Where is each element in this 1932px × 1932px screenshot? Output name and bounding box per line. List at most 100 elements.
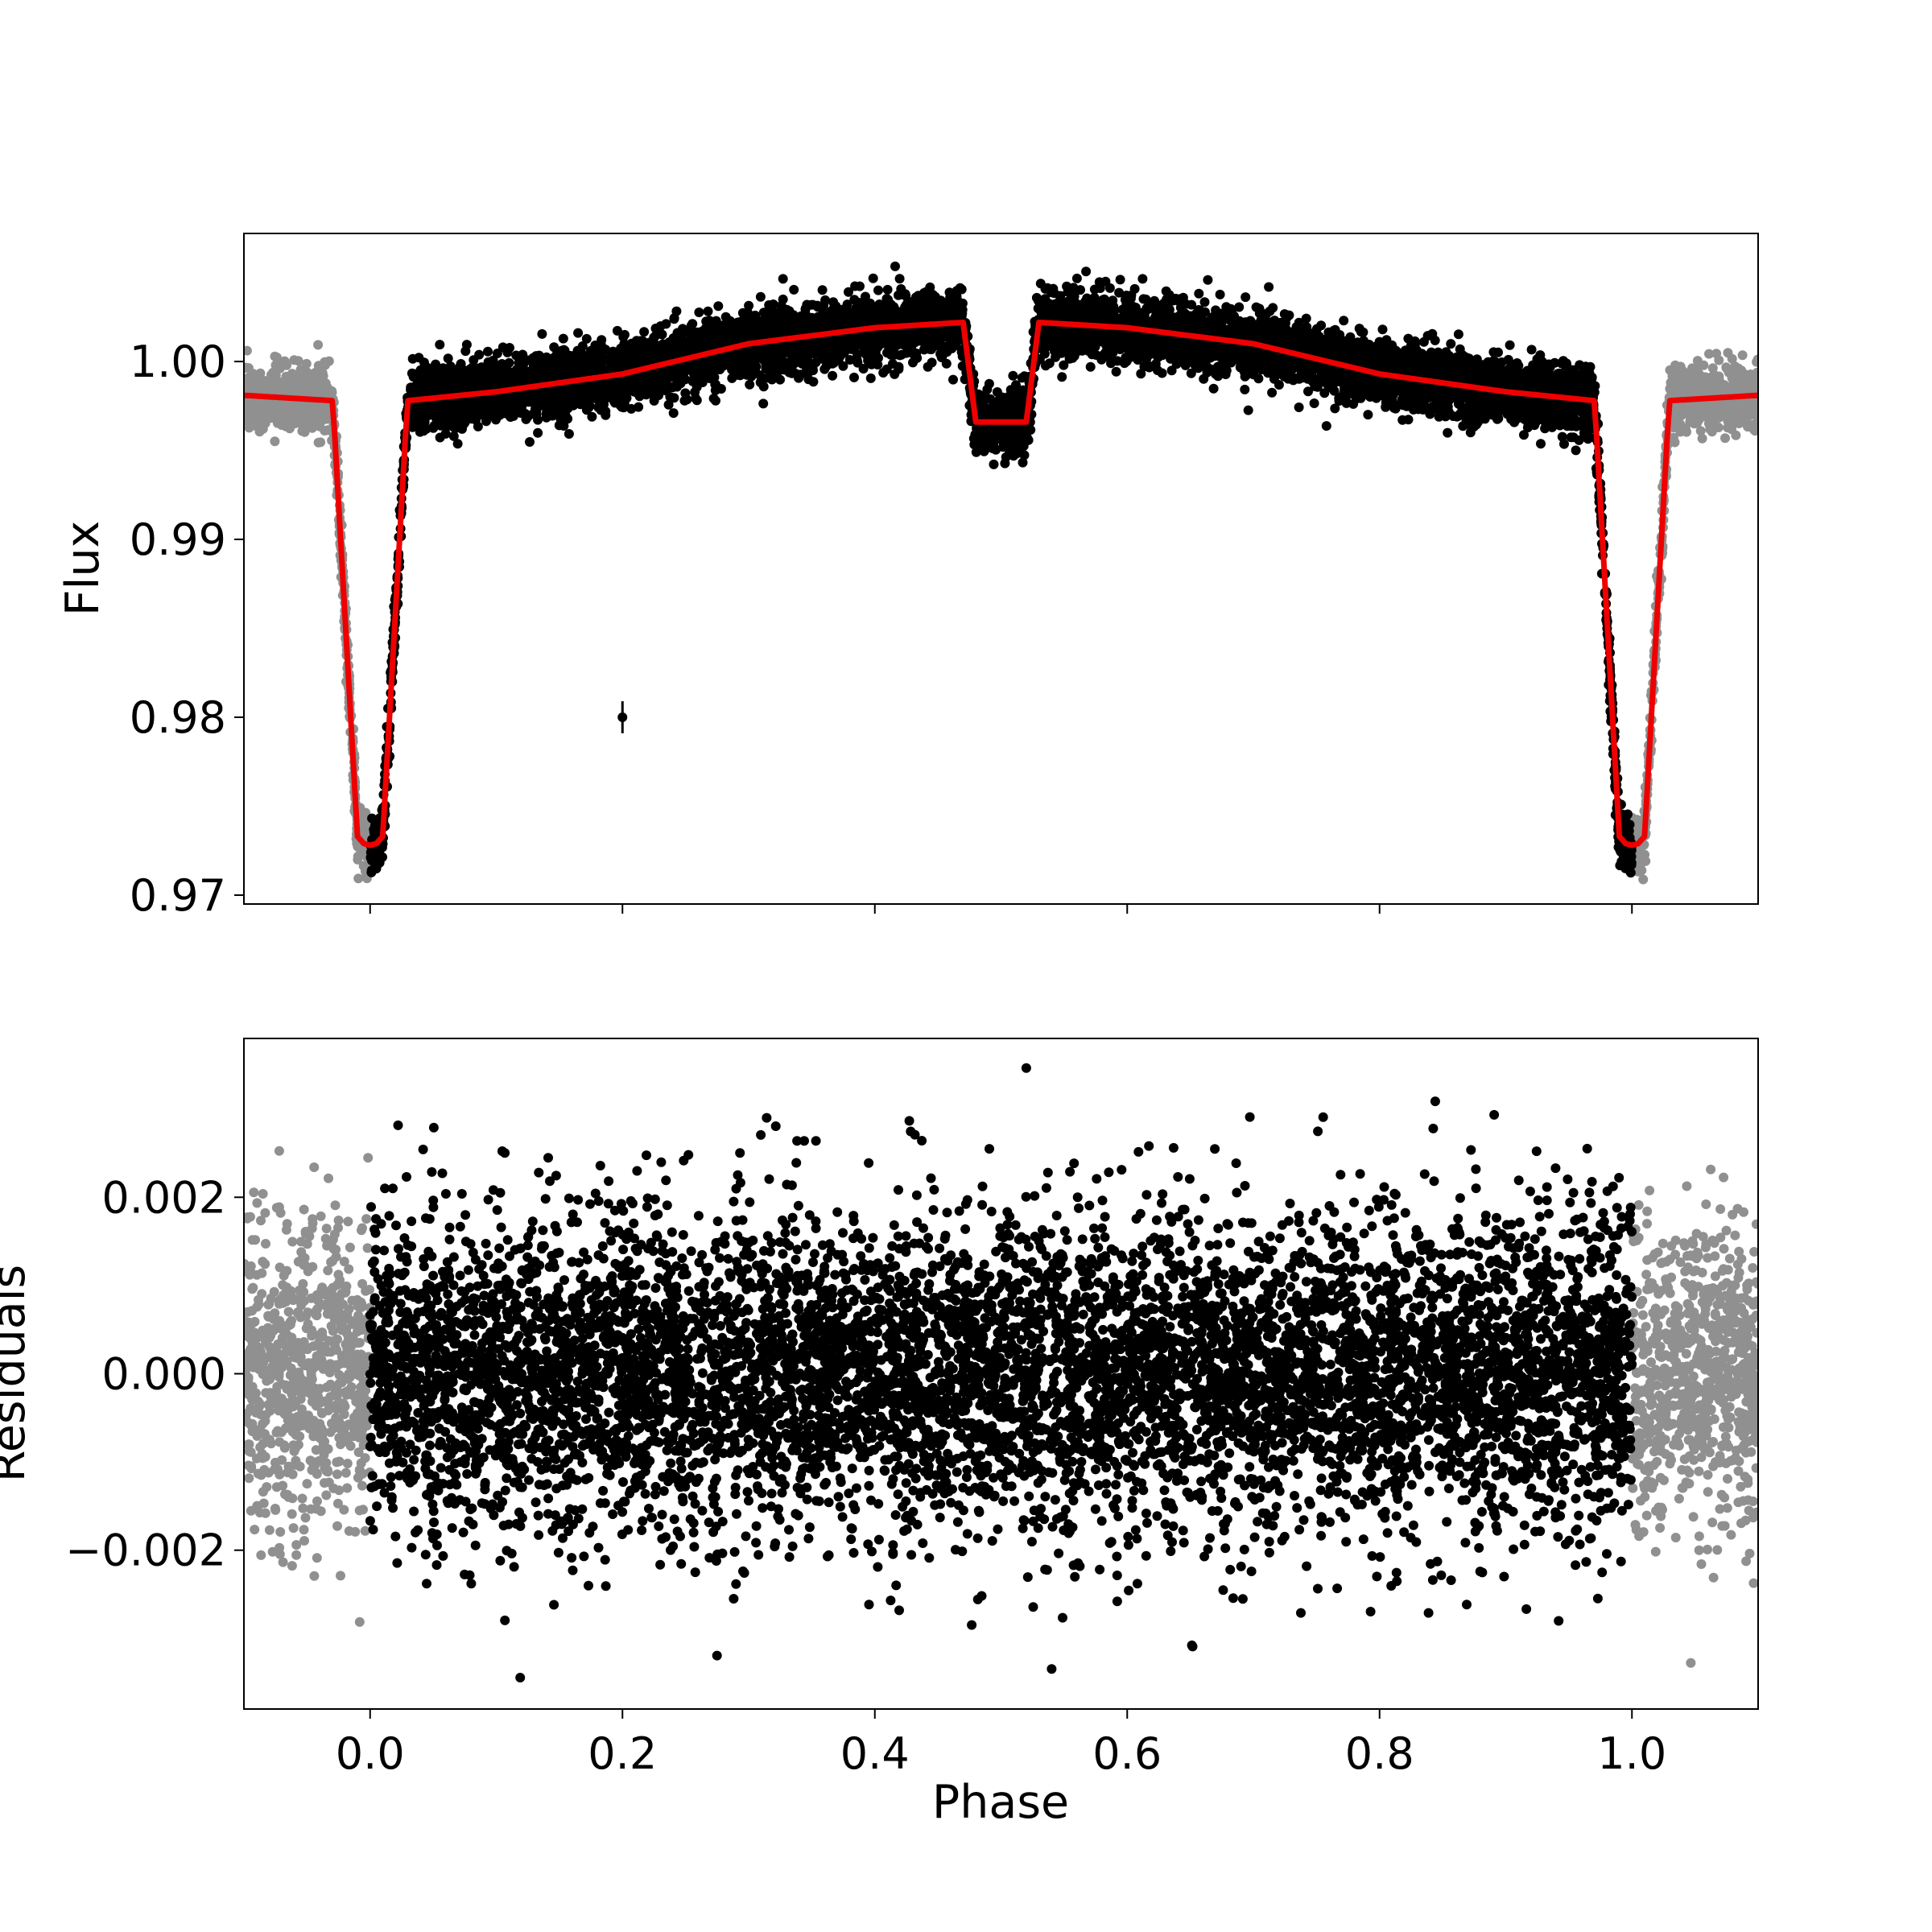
flux-point-wrapped — [244, 363, 250, 374]
flux-point-wrapped — [1727, 353, 1737, 364]
flux-point — [868, 273, 878, 283]
flux-point-wrapped — [1711, 349, 1722, 359]
flux-point — [448, 431, 459, 441]
flux-point-wrapped — [1717, 410, 1728, 419]
flux-point — [1571, 445, 1581, 456]
flux-point-wrapped — [1695, 426, 1706, 436]
flux-point — [452, 439, 463, 449]
flux-point-wrapped — [1704, 349, 1714, 359]
flux-point-wrapped — [270, 351, 280, 361]
flux-point — [525, 437, 535, 447]
flux-point-wrapped — [1706, 384, 1716, 394]
flux-point-wrapped — [1676, 366, 1686, 377]
flux-point-wrapped — [1737, 350, 1748, 361]
flux-point-wrapped — [244, 423, 254, 433]
flux-point-wrapped — [1669, 380, 1679, 390]
flux-point-wrapped — [353, 873, 364, 884]
flux-point-wrapped — [314, 382, 324, 393]
flux-point-wrapped — [1739, 407, 1749, 417]
flux-point-wrapped — [1672, 401, 1682, 411]
flux-point-wrapped — [305, 388, 316, 398]
flux-point-wrapped — [1667, 371, 1678, 382]
flux-point-wrapped — [1750, 376, 1758, 386]
flux-point-wrapped — [1675, 427, 1686, 437]
flux-point-wrapped — [320, 426, 330, 436]
flux-point-wrapped — [1737, 368, 1748, 378]
flux-point — [649, 395, 659, 406]
flux-point — [817, 285, 828, 295]
flux-point-wrapped — [1716, 379, 1727, 390]
flux-point-wrapped — [1743, 382, 1753, 393]
flux-point — [1559, 439, 1569, 449]
flux-point — [537, 328, 547, 339]
flux-point — [890, 261, 900, 271]
flux-point — [668, 408, 679, 419]
flux-point-wrapped — [1633, 866, 1643, 877]
flux-point — [1114, 287, 1125, 298]
flux-point-wrapped — [294, 376, 304, 386]
flux-point-wrapped — [1703, 419, 1714, 429]
flux-point — [1241, 292, 1251, 303]
flux-point-wrapped — [1692, 372, 1703, 382]
flux-point — [858, 364, 869, 374]
flux-point — [708, 394, 719, 403]
flux-point-wrapped — [1697, 433, 1707, 444]
flux-point — [703, 306, 713, 316]
flux-point-wrapped — [1753, 398, 1758, 408]
flux-point-wrapped — [244, 345, 252, 356]
flux-point-wrapped — [307, 423, 317, 433]
flux-point-wrapped — [249, 411, 259, 422]
flux-point-wrapped — [312, 407, 322, 417]
flux-point — [1137, 274, 1148, 284]
flux-point-wrapped — [1731, 430, 1741, 440]
flux-point-wrapped — [279, 379, 289, 390]
flux-point-wrapped — [286, 374, 296, 385]
flux-point-wrapped — [1692, 356, 1703, 366]
flux-point-wrapped — [303, 408, 314, 419]
flux-point — [992, 387, 1002, 397]
flux-point-wrapped — [254, 427, 265, 437]
flux-point-wrapped — [270, 379, 281, 390]
flux-point-wrapped — [246, 374, 257, 384]
flux-point-wrapped — [1680, 400, 1690, 411]
flux-point — [758, 398, 769, 409]
flux-point-wrapped — [1752, 354, 1758, 365]
flux-point — [1458, 421, 1468, 431]
flux-point-wrapped — [302, 367, 312, 378]
flux-point-wrapped — [291, 404, 301, 415]
flux-point-wrapped — [244, 410, 250, 420]
flux-point-wrapped — [268, 367, 279, 378]
flux-point — [1526, 345, 1537, 355]
flux-point-wrapped — [298, 416, 308, 427]
flux-point — [1301, 313, 1311, 324]
flux-point — [1321, 421, 1331, 431]
flux-point-wrapped — [284, 423, 295, 434]
flux-panel: 0.970.980.991.00 Flux — [56, 233, 1759, 921]
flux-point-wrapped — [353, 851, 363, 861]
flux-point — [1075, 285, 1085, 295]
flux-point-wrapped — [1635, 818, 1645, 828]
flux-point-wrapped — [262, 376, 272, 386]
flux-point-wrapped — [1693, 402, 1703, 412]
flux-point-wrapped — [1701, 407, 1711, 417]
flux-point-wrapped — [313, 361, 324, 371]
flux-point-wrapped — [1685, 415, 1695, 425]
flux-point-wrapped — [1720, 433, 1730, 444]
flux-point-wrapped — [1637, 857, 1648, 868]
flux-point-wrapped — [1752, 416, 1758, 427]
flux-plot-background — [244, 233, 1758, 904]
flux-point-wrapped — [316, 374, 326, 384]
flux-point — [865, 373, 876, 383]
flux-point-wrapped — [1724, 367, 1734, 378]
flux-point — [1203, 275, 1213, 285]
flux-point-wrapped — [293, 356, 303, 366]
flux-point — [828, 370, 838, 381]
flux-point-wrapped — [269, 402, 279, 412]
flux-point — [1536, 439, 1546, 449]
flux-point — [789, 284, 799, 295]
flux-point — [1267, 387, 1278, 398]
flux-point — [1115, 275, 1125, 285]
flux-point-wrapped — [250, 404, 261, 415]
flux-point — [1243, 405, 1253, 415]
